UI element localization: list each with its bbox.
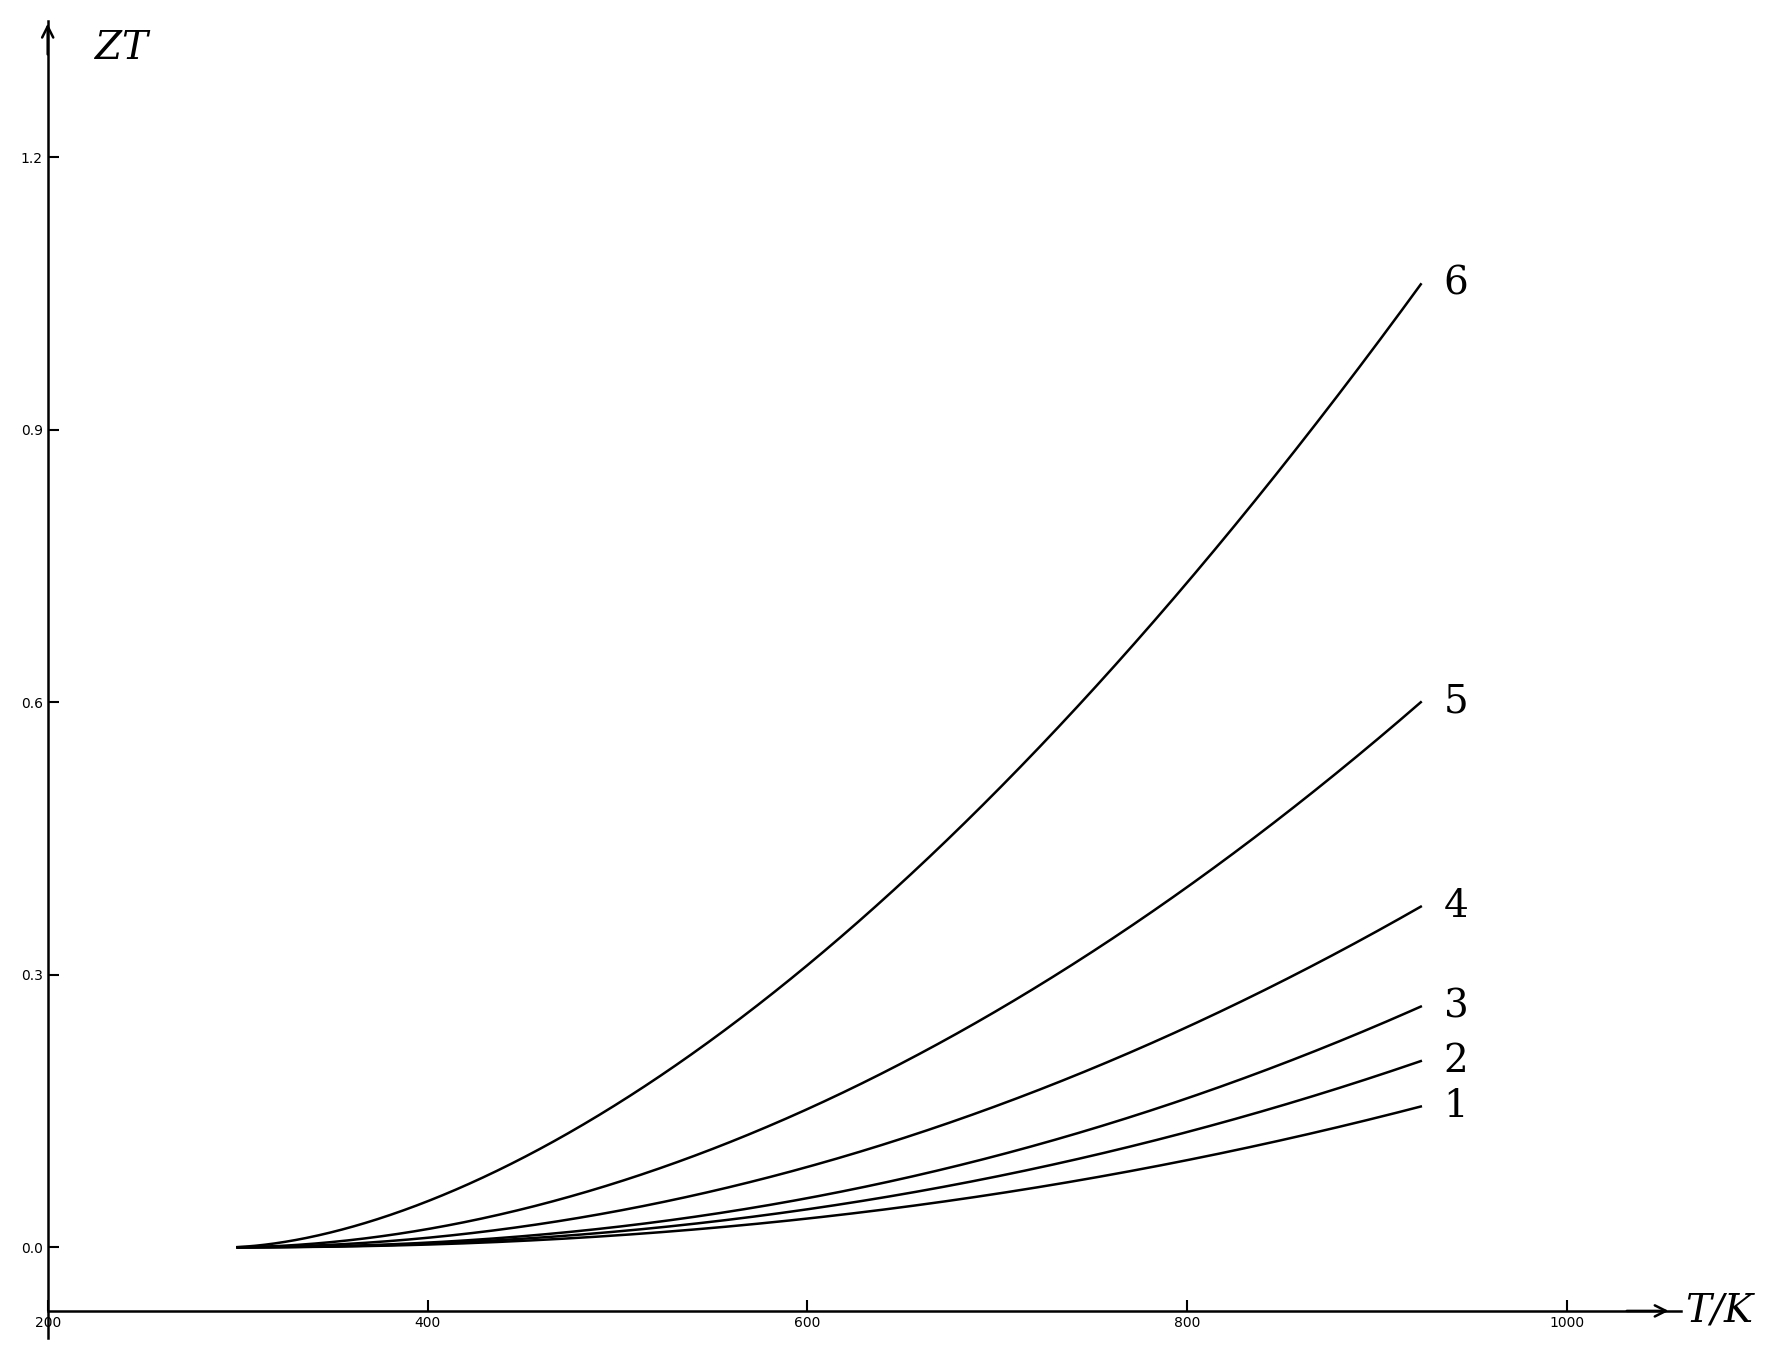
Text: 5: 5	[1443, 684, 1468, 720]
Text: 3: 3	[1443, 988, 1468, 1025]
Text: 4: 4	[1443, 889, 1468, 925]
Text: 2: 2	[1443, 1042, 1468, 1079]
Text: T/K: T/K	[1684, 1292, 1753, 1329]
Text: ZT: ZT	[96, 30, 149, 67]
Text: 1: 1	[1443, 1089, 1468, 1125]
Text: 6: 6	[1443, 266, 1468, 303]
